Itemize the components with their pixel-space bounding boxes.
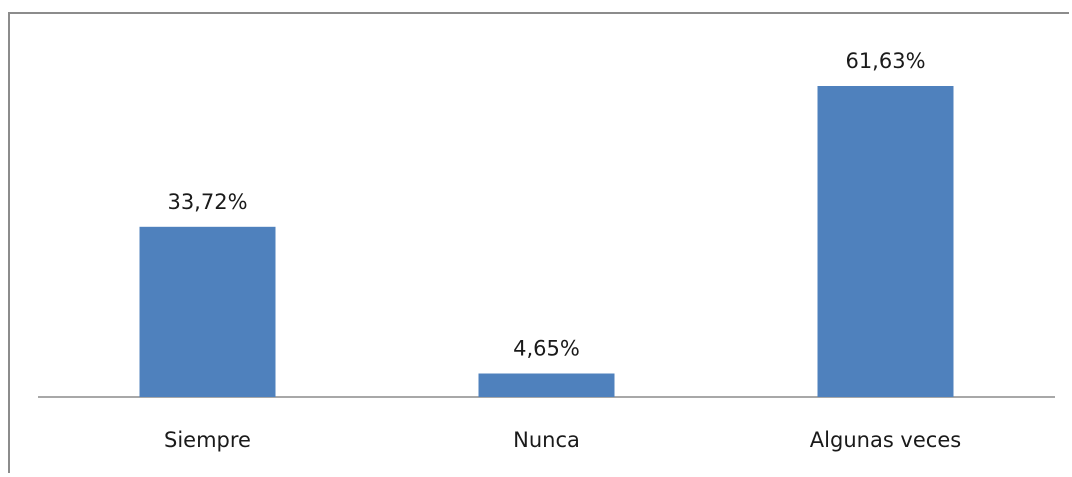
data-label-algunas-veces: 61,63% xyxy=(845,49,925,73)
bars-layer xyxy=(139,86,954,397)
category-label-nunca: Nunca xyxy=(513,428,580,452)
data-labels-layer: 33,72% 4,65% 61,63% xyxy=(167,49,925,361)
category-label-siempre: Siempre xyxy=(164,428,251,452)
category-label-algunas-veces: Algunas veces xyxy=(810,428,961,452)
data-label-nunca: 4,65% xyxy=(513,337,580,361)
bar-algunas-veces xyxy=(817,86,954,397)
data-label-siempre: 33,72% xyxy=(167,190,247,214)
bar-siempre xyxy=(139,226,276,397)
bar-nunca xyxy=(478,373,615,397)
category-labels-layer: Siempre Nunca Algunas veces xyxy=(164,428,961,452)
